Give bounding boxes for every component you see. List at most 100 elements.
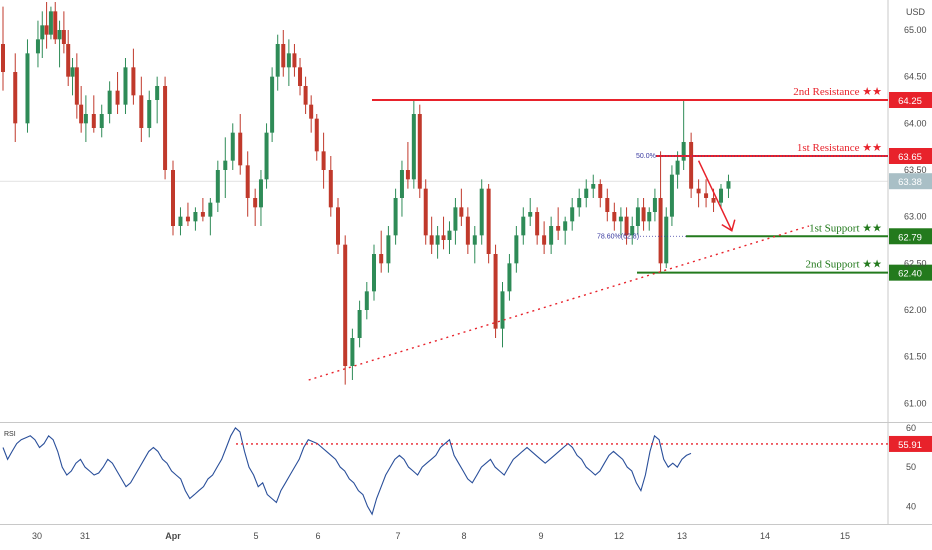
candle-body [399, 170, 404, 198]
candle-body [711, 198, 716, 203]
candle-body [253, 198, 258, 208]
candlestick-series [1, 2, 731, 385]
last-price-tag [889, 173, 932, 190]
candle-body [258, 179, 263, 208]
candle-body [163, 86, 168, 170]
level-price-tag-text: 63.65 [898, 152, 922, 163]
ascending-trendline [308, 225, 810, 381]
currency-label: USD [906, 7, 926, 17]
candle-body [178, 216, 183, 226]
candle-body [70, 67, 75, 77]
time-tick-label: Apr [165, 531, 181, 541]
candle-body [441, 235, 446, 240]
level-price-tag [889, 148, 932, 164]
price-tick-label: 63.50 [904, 165, 927, 175]
candle-body [635, 207, 640, 226]
candle-body [486, 188, 491, 254]
candle-body [669, 174, 674, 217]
candle-body [298, 67, 303, 86]
candle-body [598, 184, 603, 198]
candle-body [521, 216, 526, 236]
candle-body [13, 72, 18, 124]
candle-body [185, 216, 190, 222]
candle-body [535, 212, 540, 236]
price-tick-label: 64.00 [904, 118, 927, 128]
candle-body [393, 198, 398, 236]
candle-body [405, 170, 410, 180]
candle-body [223, 160, 228, 170]
candle-body [696, 188, 701, 194]
candle-body [591, 184, 596, 189]
candle-body [624, 216, 629, 236]
candle-body [453, 207, 458, 231]
candle-body [343, 244, 348, 366]
candle-body [275, 44, 280, 77]
candle-body [314, 118, 319, 152]
candle-body [584, 188, 589, 198]
candle-body [286, 53, 291, 68]
candle-body [91, 114, 96, 128]
level-price-tag-text: 64.25 [898, 96, 922, 107]
candle-body [411, 114, 416, 180]
candle-body [44, 25, 49, 35]
level-price-tag [889, 264, 932, 281]
candle-body [328, 170, 333, 208]
candle-body [507, 263, 512, 292]
rsi-label: RSI [4, 431, 16, 438]
candle-body [652, 198, 657, 212]
projection-arrow-head [721, 219, 736, 232]
candle-body [35, 39, 40, 54]
candle-body [292, 53, 297, 68]
candle-body [115, 90, 120, 105]
candle-body [215, 170, 220, 203]
price-tick-label: 64.50 [904, 72, 927, 82]
level-price-tag-text: 62.40 [898, 269, 922, 280]
grid [0, 0, 932, 525]
candle-body [309, 104, 314, 119]
candle-body [74, 67, 79, 105]
candle-body [350, 338, 355, 366]
candle-body [549, 226, 554, 245]
candle-body [528, 212, 533, 217]
candle-body [542, 235, 547, 245]
candle-body [372, 254, 376, 292]
rsi-tick-label: 60 [906, 423, 916, 433]
candle-body [270, 76, 275, 133]
candle-body [675, 160, 680, 175]
rsi-tick-label: 40 [906, 501, 916, 511]
level-label: 2nd Support ★★ [805, 259, 882, 271]
time-tick-label: 5 [253, 531, 258, 541]
time-tick-label: 31 [80, 531, 90, 541]
rsi-line [2, 427, 692, 516]
candle-body [563, 221, 568, 231]
level-price-tag [889, 92, 932, 108]
candle-body [647, 212, 652, 222]
candle-body [423, 188, 428, 236]
candle-body [556, 226, 561, 231]
candle-body [147, 100, 152, 128]
support-resistance-levels: 2nd Resistance ★★ 64.25 1st Resistance ★★ 6… [372, 86, 932, 281]
candle-body [704, 193, 709, 198]
candle-body [658, 198, 663, 264]
price-axis[interactable]: 65.00 64.50 64.00 63.50 63.00 62.50 62.00 61.50… [904, 25, 927, 511]
level-price-tag-text: 62.79 [898, 232, 922, 243]
candle-body [321, 151, 326, 170]
candle-body [40, 25, 45, 40]
candle-body [53, 11, 58, 40]
candle-body [479, 188, 484, 236]
candle-body [155, 86, 160, 100]
level-label: 2nd Resistance ★★ [793, 86, 882, 98]
last-price-tag-text: 63.38 [898, 177, 922, 188]
candle-body [719, 188, 724, 203]
candle-body [379, 254, 384, 264]
time-tick-label: 13 [677, 531, 687, 541]
time-axis[interactable]: 30 31 Apr 5 6 7 8 9 12 13 14 15 [32, 531, 850, 541]
level-label: 1st Support ★★ [809, 222, 882, 234]
candle-body [459, 207, 464, 217]
price-tick-label: 61.50 [904, 352, 927, 362]
candle-body [48, 11, 53, 35]
candle-body [630, 226, 635, 236]
time-tick-label: 8 [461, 531, 466, 541]
time-tick-label: 6 [315, 531, 320, 541]
candle-body [83, 114, 88, 124]
